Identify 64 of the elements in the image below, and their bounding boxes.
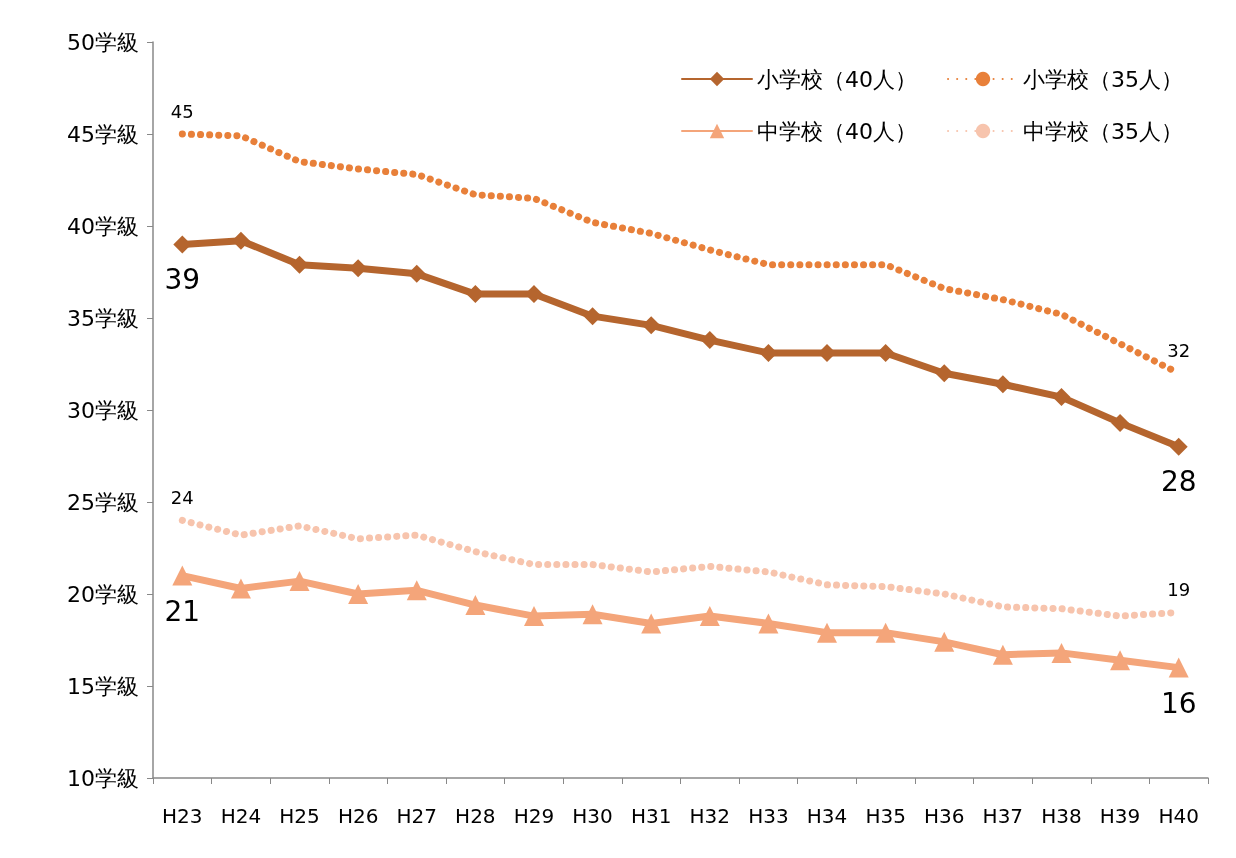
x-tick-label: H28 (455, 804, 496, 828)
point (700, 331, 719, 350)
y-tick-label: 20学級 (67, 581, 139, 607)
point (230, 578, 251, 599)
point (583, 307, 602, 326)
y-tick-label: 15学級 (67, 673, 139, 699)
point (992, 644, 1013, 665)
point (172, 565, 193, 586)
point (406, 580, 427, 601)
data-label: 32 (1167, 339, 1191, 361)
x-tick-label: H27 (396, 804, 437, 828)
data-label: 21 (164, 595, 201, 629)
point (817, 622, 838, 643)
x-tick-label: H40 (1158, 804, 1199, 828)
data-label: 39 (164, 262, 201, 296)
point (348, 584, 369, 604)
x-tick-label: H31 (630, 804, 672, 828)
point (1169, 437, 1188, 456)
x-tick-label: H29 (513, 804, 555, 828)
x-tick-label: H24 (220, 804, 262, 828)
point (289, 571, 310, 592)
point (465, 595, 486, 616)
y-tick-label: 45学級 (67, 121, 139, 147)
x-tick-label: H35 (865, 804, 906, 828)
x-tick-label: H37 (982, 804, 1024, 828)
point (699, 606, 720, 627)
point (993, 375, 1012, 394)
legend-label: 中学校（35人） (1023, 118, 1184, 144)
point (523, 606, 544, 627)
x-tick-label: H25 (279, 804, 320, 828)
legend-label: 中学校（40人） (757, 118, 918, 144)
y-tick-label: 40学級 (67, 213, 139, 239)
point (641, 613, 662, 634)
x-tick-label: H39 (1099, 804, 1141, 828)
point (1052, 388, 1071, 407)
x-tick-label: H30 (572, 804, 613, 828)
point (1168, 657, 1189, 678)
data-label: 19 (1167, 578, 1191, 600)
data-label: 16 (1160, 687, 1197, 721)
data-label: 24 (170, 486, 194, 508)
point (582, 604, 603, 625)
point (758, 613, 779, 634)
data-label: 28 (1160, 465, 1197, 499)
y-tick-label: 25学級 (67, 489, 139, 515)
legend-label: 小学校（35人） (1023, 66, 1184, 92)
x-tick-label: H33 (748, 804, 789, 828)
x-tick-label: H34 (806, 804, 848, 828)
point (642, 316, 661, 335)
data-label: 45 (170, 100, 194, 122)
x-tick-label: H23 (162, 804, 203, 828)
y-tick-label: 30学級 (67, 397, 139, 423)
y-tick-label: 50学級 (67, 29, 139, 55)
point (875, 622, 896, 643)
x-tick-label: H36 (924, 804, 965, 828)
y-tick-label: 35学級 (67, 305, 139, 331)
x-tick-label: H32 (689, 804, 731, 828)
y-tick-label: 10学級 (67, 765, 139, 791)
x-tick-label: H38 (1041, 804, 1082, 828)
legend-label: 小学校（40人） (757, 66, 918, 92)
point (934, 631, 955, 652)
point (1051, 642, 1072, 663)
x-tick-label: H26 (337, 804, 379, 828)
point (1111, 413, 1130, 432)
point (1110, 650, 1131, 671)
